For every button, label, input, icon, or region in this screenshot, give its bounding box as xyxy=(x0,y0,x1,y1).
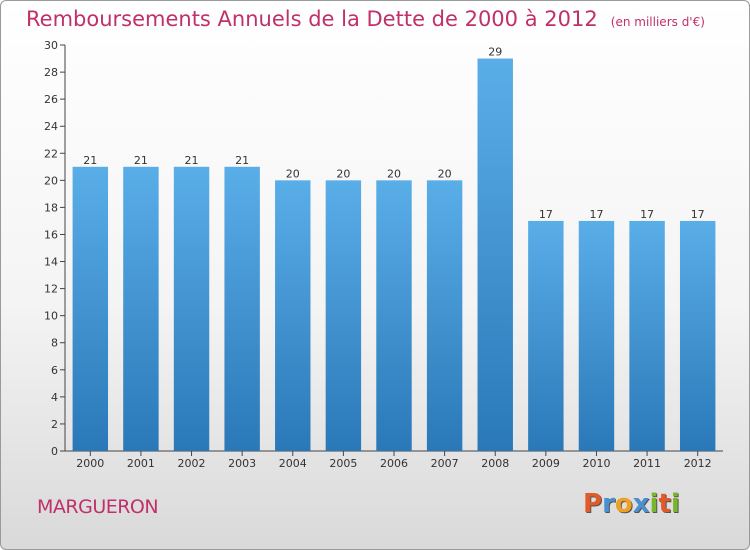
bar-2009 xyxy=(528,220,564,451)
bar-2006 xyxy=(376,180,412,452)
bar-2007 xyxy=(426,180,463,452)
y-tick-label: 0 xyxy=(51,445,58,458)
data-label-2008: 29 xyxy=(488,46,502,59)
y-tick-label: 30 xyxy=(44,39,58,52)
bar-2002 xyxy=(173,166,210,452)
y-tick-label: 20 xyxy=(44,174,58,187)
bar-2001 xyxy=(123,166,159,452)
y-tick-label: 8 xyxy=(51,337,58,350)
bar-2011 xyxy=(629,220,665,451)
bar-2004 xyxy=(275,180,311,452)
x-tick-label-2009: 2009 xyxy=(532,457,560,470)
data-label-2006: 20 xyxy=(387,167,401,180)
proxiti-logo: Proxiti xyxy=(583,489,680,519)
x-tick-label-2012: 2012 xyxy=(684,457,712,470)
x-tick-label-2003: 2003 xyxy=(228,457,256,470)
data-label-2000: 21 xyxy=(83,154,97,167)
x-tick-label-2010: 2010 xyxy=(582,457,610,470)
logo-letter: P xyxy=(583,489,603,519)
x-tick-label-2008: 2008 xyxy=(481,457,509,470)
data-label-2011: 17 xyxy=(640,208,654,221)
bar-2005 xyxy=(325,180,362,452)
x-axis: 2000 2001 2002 2003 2004 2005 2006 2007 2008 2009… xyxy=(65,450,723,470)
logo-letter: t xyxy=(658,489,671,519)
logo-letter: r xyxy=(602,489,615,519)
data-label-2005: 20 xyxy=(336,167,350,180)
y-tick-label: 2 xyxy=(51,418,58,431)
logo-letter: o xyxy=(614,489,633,519)
data-label-2004: 20 xyxy=(286,167,300,180)
data-label-2012: 17 xyxy=(691,208,705,221)
chart-unit: (en milliers d'€) xyxy=(610,15,705,29)
data-label-2003: 21 xyxy=(235,154,249,167)
x-tick-label-2005: 2005 xyxy=(329,457,357,470)
x-tick-label-2004: 2004 xyxy=(279,457,307,470)
bar-2008 xyxy=(477,58,513,452)
y-tick-label: 28 xyxy=(44,66,58,79)
bar-2003 xyxy=(224,166,260,452)
y-tick-label: 10 xyxy=(44,310,58,323)
data-label-2007: 20 xyxy=(438,167,452,180)
bars: 21 21 21 21 20 20 20 20 29 17 17 17 17 xyxy=(72,46,716,452)
y-tick-label: 4 xyxy=(51,391,58,404)
logo-letter: i xyxy=(649,489,659,519)
y-tick-label: 6 xyxy=(51,364,58,377)
x-tick-label-2007: 2007 xyxy=(431,457,459,470)
y-tick-label: 14 xyxy=(44,256,58,269)
x-tick-label-2002: 2002 xyxy=(178,457,206,470)
y-tick-label: 18 xyxy=(44,201,58,214)
y-tick-label: 22 xyxy=(44,147,58,160)
chart-title-text: Remboursements Annuels de la Dette de 20… xyxy=(26,7,598,31)
x-tick-label-2006: 2006 xyxy=(380,457,408,470)
data-label-2010: 17 xyxy=(589,208,603,221)
y-tick-label: 12 xyxy=(44,283,58,296)
logo-letter: i xyxy=(670,489,680,519)
bar-2010 xyxy=(578,220,615,451)
data-label-2009: 17 xyxy=(539,208,553,221)
bar-2012 xyxy=(679,220,716,451)
logo-letter: x xyxy=(632,489,650,519)
y-tick-label: 24 xyxy=(44,120,58,133)
x-tick-label-2011: 2011 xyxy=(633,457,661,470)
x-tick-label-2000: 2000 xyxy=(76,457,104,470)
data-label-2002: 21 xyxy=(185,154,199,167)
chart-title: Remboursements Annuels de la Dette de 20… xyxy=(26,7,705,31)
y-tick-label: 16 xyxy=(44,228,58,241)
commune-name: MARGUERON xyxy=(37,496,159,518)
y-tick-label: 26 xyxy=(44,93,58,106)
bar-2000 xyxy=(72,166,109,452)
x-tick-label-2001: 2001 xyxy=(127,457,155,470)
data-label-2001: 21 xyxy=(134,154,148,167)
